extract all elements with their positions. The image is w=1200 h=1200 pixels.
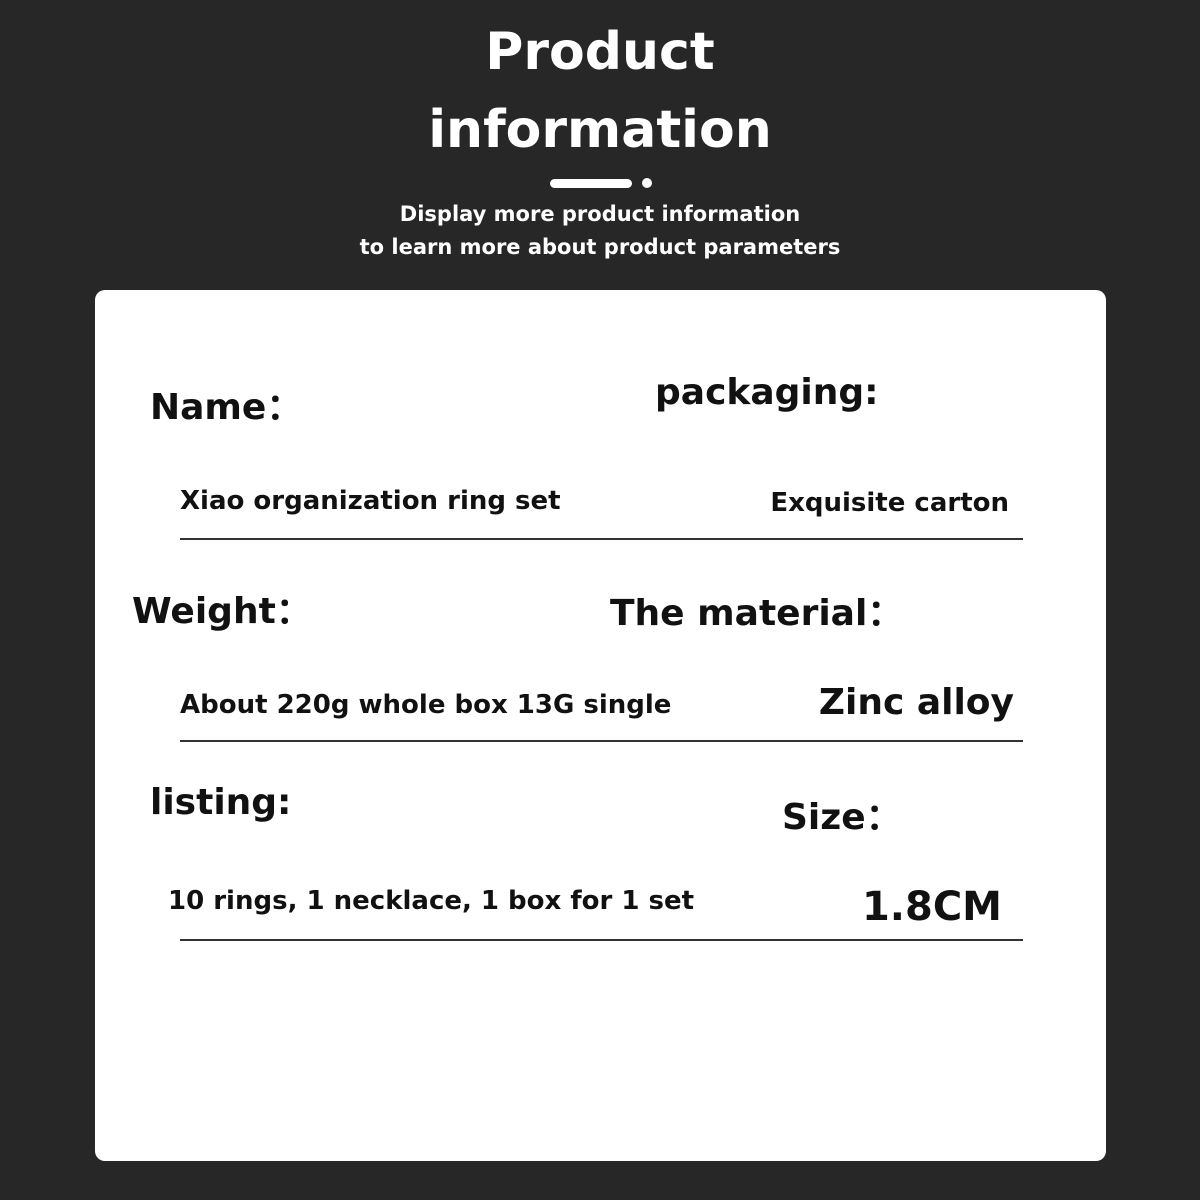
weight-value: About 220g whole box 13G single: [180, 690, 672, 720]
material-label: The material：: [610, 593, 904, 634]
row-divider: [180, 740, 1023, 742]
subtitle-line1: Display more product information: [399, 202, 801, 226]
page-title-line1: Product: [485, 22, 715, 82]
size-label: Size：: [782, 797, 902, 838]
product-info-card: Name： packaging: Xiao organization ring …: [95, 290, 1106, 1161]
subtitle-line2: to learn more about product parameters: [359, 235, 841, 259]
packaging-label: packaging:: [655, 372, 879, 413]
divider-dot: [642, 178, 652, 188]
name-value: Xiao organization ring set: [180, 486, 561, 516]
page-title-line2: information: [428, 100, 772, 160]
name-label: Name：: [150, 387, 303, 428]
packaging-value: Exquisite carton: [770, 488, 1009, 518]
listing-label: listing:: [150, 782, 292, 823]
size-value: 1.8CM: [861, 884, 1002, 930]
weight-label: Weight：: [132, 591, 312, 632]
material-value: Zinc alloy: [818, 682, 1014, 723]
row-divider: [180, 538, 1023, 540]
listing-value: 10 rings, 1 necklace, 1 box for 1 set: [168, 886, 695, 916]
row-divider: [180, 939, 1023, 941]
divider-bar: [550, 179, 632, 188]
